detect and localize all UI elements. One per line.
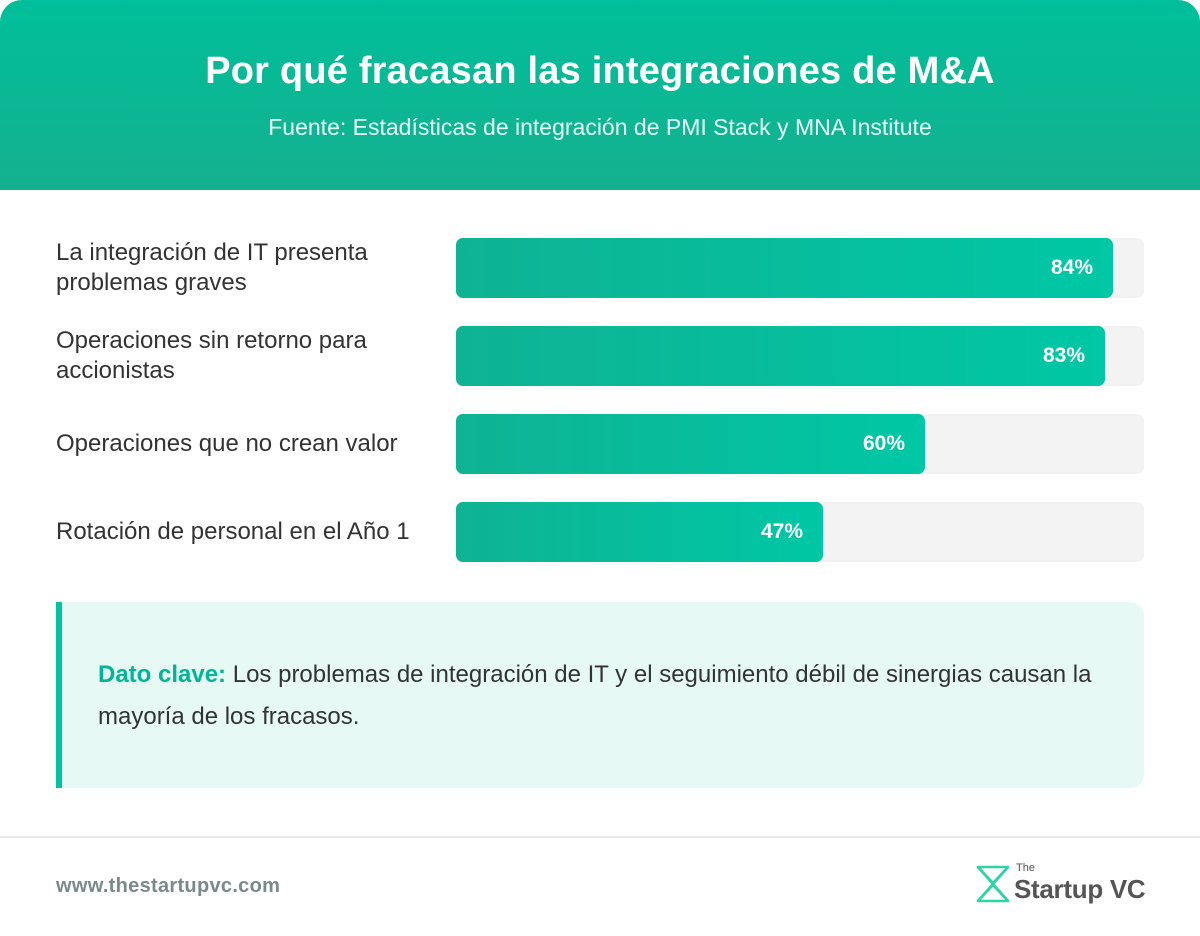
header-banner: Por qué fracasan las integraciones de M&… (0, 0, 1200, 190)
bar-row: Operaciones sin retorno para accionistas… (56, 326, 1144, 386)
bar (456, 414, 925, 474)
category-label: Operaciones sin retorno para accionistas (56, 327, 367, 384)
bar (456, 326, 1105, 386)
bar-track: 60% (456, 414, 1144, 474)
bar-row: Operaciones que no crean valor 60% (56, 414, 1144, 474)
key-insight-box: Dato clave: Los problemas de integración… (56, 602, 1144, 788)
bar-value-label: 83% (1042, 344, 1085, 367)
logo-the-text: The (1016, 862, 1035, 874)
footer-url-link[interactable]: www.thestartupvc.com (56, 875, 281, 897)
bar-track: 83% (456, 326, 1144, 386)
bar-value-label: 60% (862, 432, 905, 455)
chart-subtitle: Fuente: Estadísticas de integración de P… (268, 114, 932, 140)
startup-vc-logo: The Startup VC (974, 862, 1154, 906)
logo-wordmark: Startup VC (1014, 874, 1146, 904)
bar-value-label: 84% (1050, 256, 1093, 279)
bar-chart: La integración de IT presenta problemas … (56, 238, 1144, 568)
category-label: Rotación de personal en el Año 1 (56, 518, 410, 545)
logo-mark-icon (976, 865, 1010, 903)
key-insight-text: Dato clave: Los problemas de integración… (98, 654, 1098, 738)
bar (456, 502, 823, 562)
category-label: La integración de IT presenta problemas … (56, 239, 368, 296)
bar-track: 47% (456, 502, 1144, 562)
bar (456, 238, 1113, 298)
bar-row: Rotación de personal en el Año 1 47% (56, 502, 1144, 562)
category-label: Operaciones que no crean valor (56, 430, 398, 457)
chart-title: Por qué fracasan las integraciones de M&… (205, 50, 995, 92)
bar-row: La integración de IT presenta problemas … (56, 238, 1144, 298)
bar-value-label: 47% (760, 520, 803, 543)
bar-track: 84% (456, 238, 1144, 298)
footer-divider (0, 836, 1200, 838)
key-insight-label: Dato clave: (98, 661, 227, 688)
key-insight-body: Los problemas de integración de IT y el … (98, 661, 1092, 730)
